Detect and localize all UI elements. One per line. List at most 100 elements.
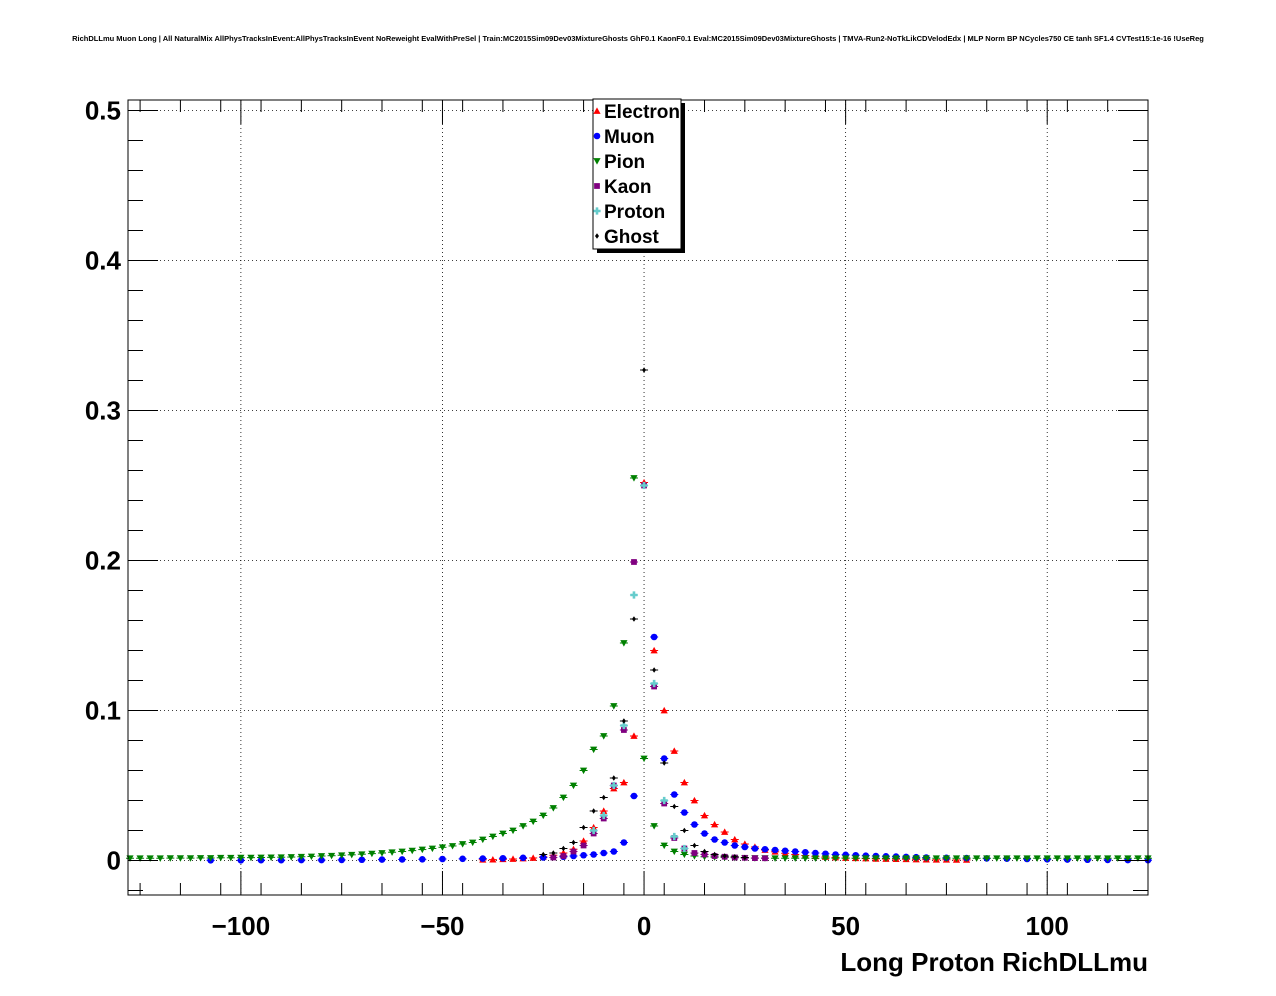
pion-point bbox=[166, 855, 175, 862]
electron-marker bbox=[630, 732, 638, 739]
pion-marker bbox=[781, 855, 789, 862]
pion-marker bbox=[821, 855, 830, 862]
muon-point bbox=[760, 845, 769, 853]
muon-point bbox=[680, 809, 689, 816]
pion-marker bbox=[1114, 855, 1122, 862]
pion-marker bbox=[1104, 855, 1112, 862]
pion-point bbox=[418, 846, 427, 854]
pion-point bbox=[398, 848, 407, 856]
series-muon bbox=[206, 633, 1152, 864]
ghost-point bbox=[720, 853, 729, 859]
pion-point bbox=[136, 855, 145, 862]
kaon-point bbox=[619, 727, 628, 733]
ghost-point bbox=[650, 667, 659, 673]
muon-marker bbox=[791, 848, 799, 855]
electron-marker bbox=[509, 855, 517, 862]
ghost-marker bbox=[712, 851, 717, 858]
plot-title: RichDLLmu Muon Long | All NaturalMix All… bbox=[72, 34, 1204, 43]
pion-marker bbox=[831, 855, 840, 862]
pion-marker bbox=[983, 855, 991, 862]
pion-marker bbox=[579, 767, 588, 775]
pion-point bbox=[468, 839, 477, 847]
muon-marker bbox=[419, 856, 426, 863]
muon-marker bbox=[802, 848, 809, 856]
ghost-marker bbox=[702, 848, 707, 855]
proton-point bbox=[650, 679, 659, 688]
muon-point bbox=[458, 855, 467, 863]
pion-marker bbox=[650, 823, 658, 830]
pion-point bbox=[257, 854, 266, 862]
muon-point bbox=[377, 856, 386, 863]
muon-marker bbox=[711, 836, 718, 843]
ghost-marker bbox=[621, 718, 626, 724]
x-tick-label: 0 bbox=[637, 911, 651, 941]
electron-marker bbox=[731, 835, 739, 843]
data-markers bbox=[126, 367, 1152, 864]
ghost-marker bbox=[611, 775, 616, 781]
ghost-point bbox=[539, 851, 548, 858]
proton-point bbox=[589, 826, 598, 835]
pion-marker bbox=[408, 847, 416, 855]
kaon-marker bbox=[580, 842, 587, 849]
pion-marker bbox=[327, 852, 336, 860]
muon-point bbox=[629, 792, 638, 800]
muon-point bbox=[599, 849, 608, 857]
ghost-marker bbox=[672, 803, 677, 810]
muon-point bbox=[670, 791, 679, 798]
muon-point bbox=[438, 855, 447, 863]
pion-point bbox=[287, 854, 296, 861]
pion-marker bbox=[237, 854, 245, 862]
pion-point bbox=[569, 782, 578, 790]
pion-marker bbox=[358, 851, 366, 858]
pion-point bbox=[811, 855, 820, 862]
muon-point bbox=[660, 755, 669, 762]
ghost-point bbox=[690, 842, 699, 849]
muon-marker bbox=[701, 830, 708, 837]
x-tick-label: 50 bbox=[831, 911, 860, 941]
muon-marker bbox=[358, 856, 366, 864]
pion-point bbox=[1103, 855, 1112, 862]
pion-point bbox=[377, 850, 386, 857]
pion-marker bbox=[952, 855, 961, 862]
pion-marker bbox=[670, 848, 678, 856]
proton-marker bbox=[590, 826, 598, 835]
ghost-marker bbox=[652, 667, 657, 673]
muon-point bbox=[650, 633, 659, 641]
pion-marker bbox=[338, 852, 346, 859]
muon-marker bbox=[398, 856, 406, 863]
kaon-marker bbox=[631, 559, 637, 565]
pion-marker bbox=[448, 843, 457, 850]
ghost-marker bbox=[601, 794, 606, 801]
electron-point bbox=[700, 811, 709, 819]
pion-marker bbox=[499, 830, 507, 838]
pion-point bbox=[851, 855, 860, 862]
ghost-point bbox=[549, 850, 558, 856]
pion-point bbox=[771, 855, 780, 862]
legend-marker-kaon bbox=[594, 183, 600, 189]
pion-marker bbox=[600, 733, 608, 740]
pion-point bbox=[1012, 855, 1021, 862]
pion-point bbox=[297, 853, 306, 861]
pion-point bbox=[791, 855, 800, 862]
ghost-marker bbox=[591, 808, 596, 814]
electron-marker bbox=[600, 807, 608, 814]
legend-entry-pion: Pion bbox=[604, 152, 645, 173]
muon-marker bbox=[691, 821, 698, 828]
pion-marker bbox=[1033, 855, 1041, 862]
ghost-marker bbox=[571, 839, 576, 846]
pion-marker bbox=[196, 855, 205, 862]
pion-point bbox=[650, 823, 659, 830]
electron-point bbox=[650, 646, 659, 654]
pion-point bbox=[932, 855, 941, 862]
ghost-point bbox=[609, 775, 618, 781]
pion-marker bbox=[852, 855, 860, 862]
pion-point bbox=[367, 850, 376, 858]
muon-marker bbox=[620, 839, 628, 846]
pion-point bbox=[629, 475, 638, 482]
pion-marker bbox=[186, 855, 195, 862]
pion-marker bbox=[428, 845, 436, 853]
ghost-point bbox=[589, 808, 598, 814]
ghost-marker bbox=[682, 827, 687, 834]
pion-point bbox=[337, 852, 346, 859]
muon-point bbox=[700, 830, 709, 837]
